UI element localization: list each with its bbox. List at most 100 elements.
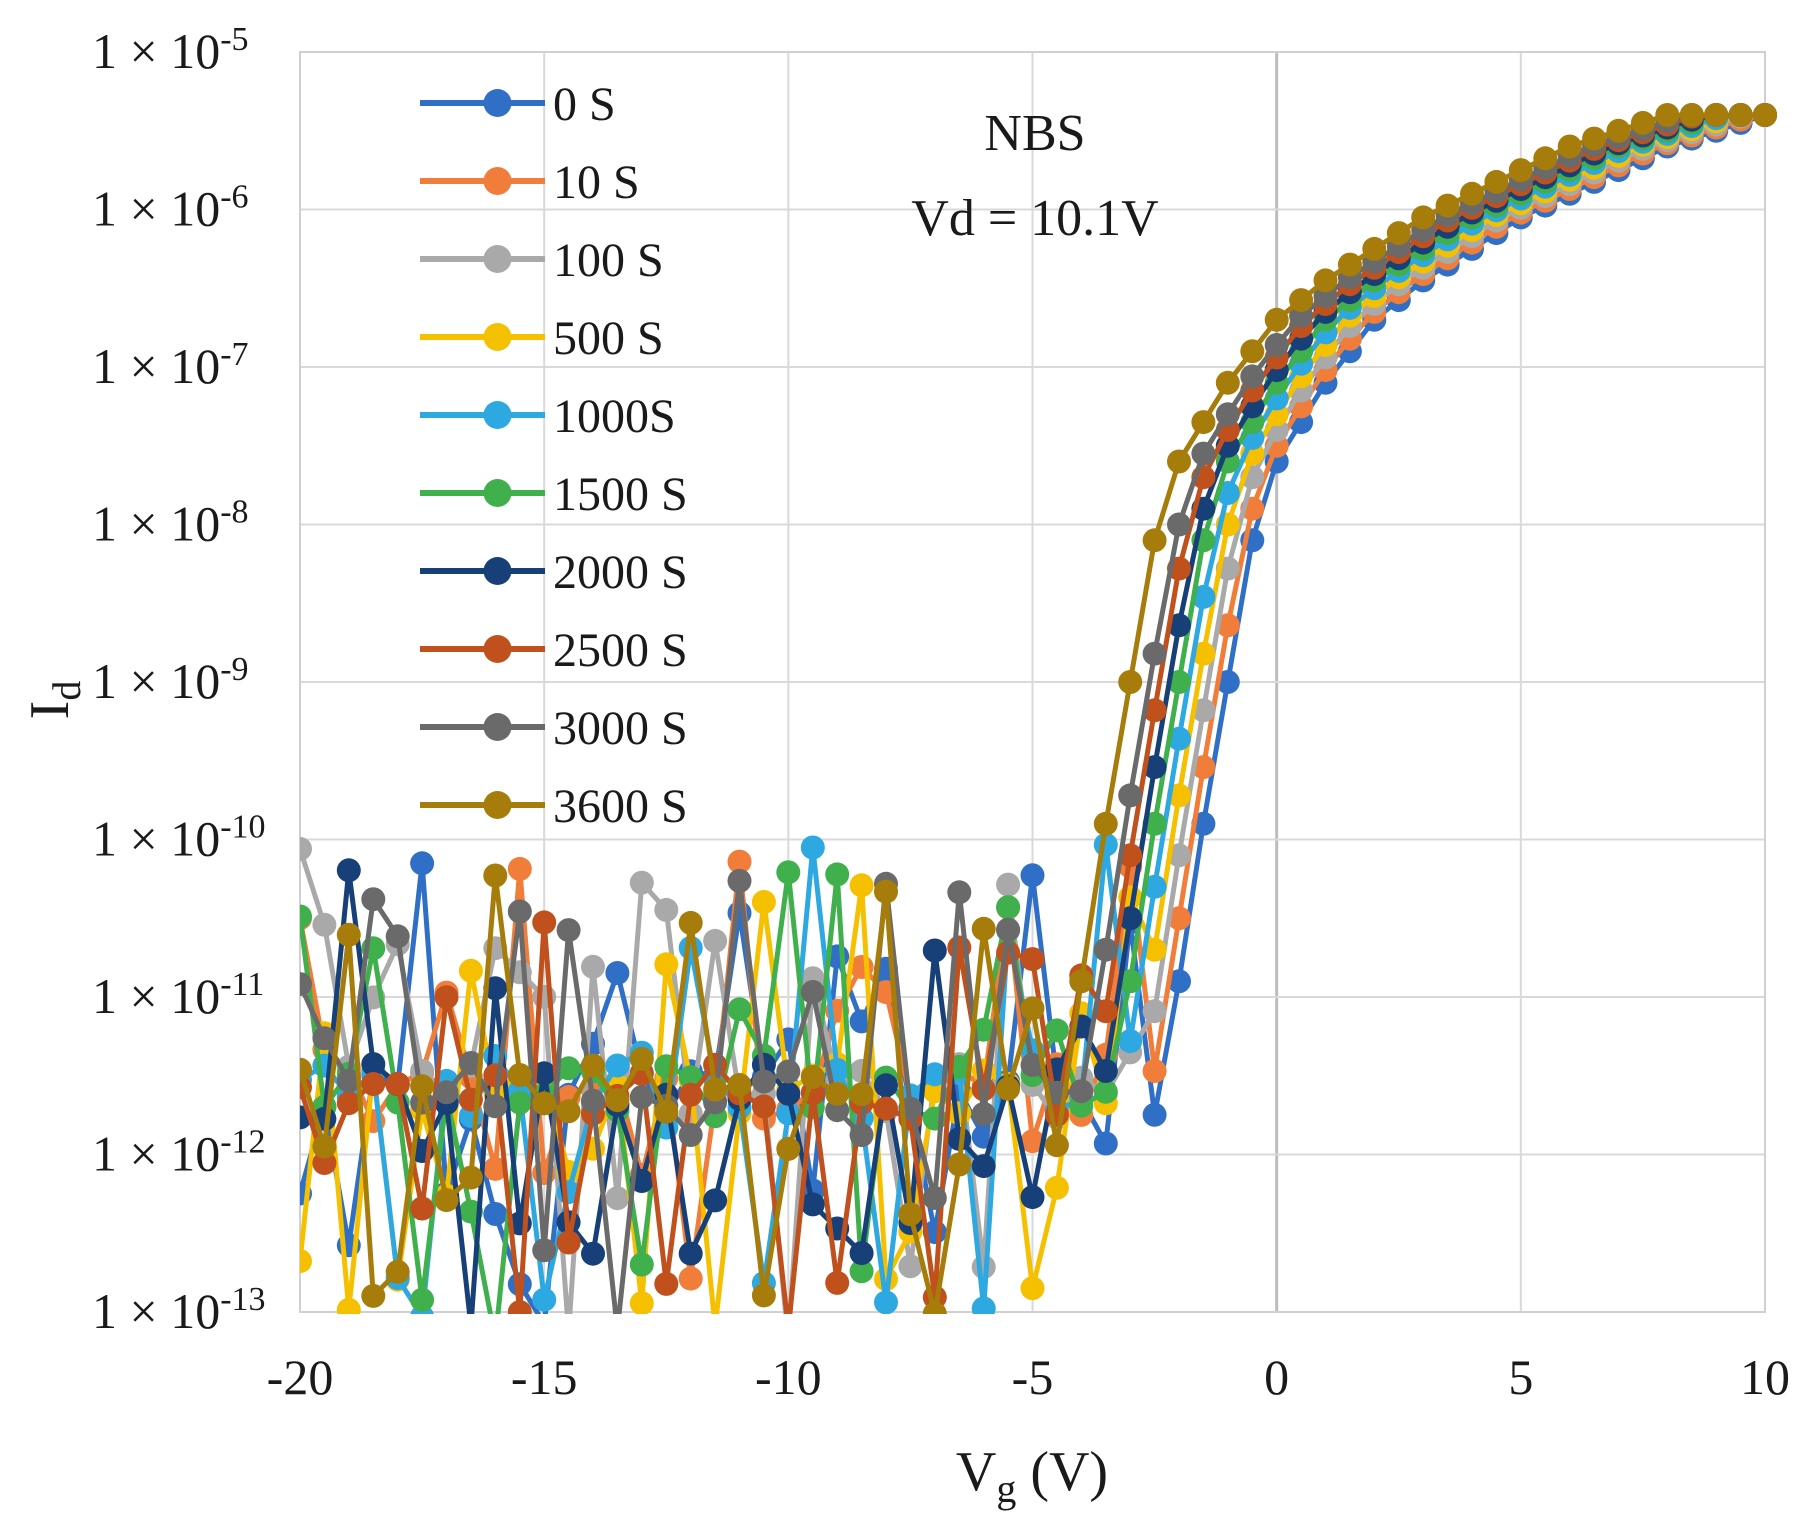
data-point — [849, 1123, 874, 1148]
data-point — [1191, 410, 1216, 435]
data-point — [532, 1287, 557, 1312]
data-point — [874, 1290, 898, 1314]
data-point — [581, 954, 605, 979]
data-point — [312, 1026, 337, 1051]
data-point — [947, 880, 972, 905]
data-point — [410, 1196, 435, 1221]
data-point — [1093, 811, 1118, 836]
x-tick-label: 10 — [1740, 1349, 1790, 1405]
data-point — [849, 1241, 874, 1266]
data-point — [654, 1099, 679, 1124]
data-point — [507, 1090, 532, 1115]
legend-item: 100 S — [420, 234, 664, 287]
data-point — [1142, 999, 1167, 1024]
plot-frame — [299, 51, 1766, 1313]
data-point — [629, 870, 654, 895]
data-point — [1093, 999, 1118, 1024]
data-point — [678, 1065, 703, 1090]
data-point — [336, 858, 361, 883]
data-point — [654, 952, 679, 977]
data-point — [678, 1123, 703, 1147]
data-point — [727, 849, 752, 874]
x-tick-label: 0 — [1264, 1349, 1289, 1405]
data-point — [361, 1283, 386, 1308]
legend-label: 3000 S — [553, 702, 688, 755]
x-tick-label: -10 — [755, 1349, 822, 1405]
data-point — [776, 860, 801, 885]
y-axis-label: Id — [19, 681, 89, 720]
data-point — [1142, 528, 1167, 553]
data-point — [1337, 252, 1362, 277]
data-point — [947, 1126, 972, 1151]
y-tick-labels: 1 × 10-5 1 × 10-6 1 × 10-7 1 × 10-8 1 × 10-9… — [92, 21, 266, 1340]
legend-label: 2500 S — [553, 624, 688, 677]
legend-label: 1000S — [553, 390, 676, 443]
data-point — [385, 924, 410, 949]
data-point — [581, 1088, 605, 1113]
data-point — [922, 1301, 947, 1314]
legend-item: 2500 S — [420, 624, 688, 677]
data-point — [1093, 1079, 1118, 1104]
data-point — [1191, 755, 1216, 780]
data-point — [1020, 947, 1045, 972]
x-tick-label: -20 — [267, 1349, 334, 1405]
data-point — [483, 863, 508, 888]
data-point — [1704, 103, 1729, 127]
data-point — [581, 1241, 605, 1266]
legend: 0 S 10 S 100 S 500 S 1000S 1500 S 2000 S 2500 S… — [420, 78, 688, 833]
data-point — [1655, 103, 1680, 127]
legend-swatch-marker — [483, 791, 512, 819]
data-point — [1142, 1059, 1167, 1083]
legend-swatch-marker — [483, 323, 512, 351]
data-point — [458, 958, 483, 983]
annotation-nbs: NBS — [984, 105, 1085, 162]
data-point — [300, 1249, 312, 1274]
legend-label: 0 S — [553, 78, 616, 131]
data-point — [971, 1154, 996, 1179]
data-point — [1044, 1175, 1069, 1200]
data-point — [1044, 1018, 1069, 1043]
data-point — [312, 912, 337, 937]
x-tick-label: -5 — [1012, 1349, 1054, 1405]
data-point — [483, 1094, 508, 1119]
data-point — [971, 1101, 996, 1126]
data-point — [800, 835, 825, 860]
data-point — [947, 1152, 972, 1177]
data-point — [532, 1061, 557, 1086]
data-point — [874, 879, 898, 904]
legend-item: 3000 S — [420, 702, 688, 755]
data-point — [996, 895, 1021, 920]
data-point — [678, 910, 703, 935]
legend-item: 1000S — [420, 390, 676, 443]
data-point — [727, 868, 752, 893]
data-point — [971, 916, 996, 941]
data-point — [1044, 1133, 1069, 1158]
data-point — [703, 928, 728, 953]
data-point — [1191, 641, 1216, 666]
legend-swatch-marker — [483, 167, 512, 195]
data-point — [1386, 221, 1411, 246]
data-point — [1093, 937, 1118, 962]
data-point — [874, 1096, 898, 1121]
data-point — [312, 1134, 337, 1159]
data-point — [1215, 670, 1240, 694]
data-point — [1264, 307, 1289, 332]
data-point — [996, 917, 1021, 942]
data-point — [410, 851, 435, 876]
y-tick-label: 1 × 10-9 — [92, 651, 249, 710]
data-point — [1167, 670, 1191, 694]
y-tick-label: 1 × 10-13 — [92, 1281, 266, 1340]
data-point — [410, 1287, 435, 1312]
data-point — [996, 872, 1021, 897]
legend-item: 3600 S — [420, 780, 688, 833]
data-point — [1728, 103, 1753, 127]
data-point — [1142, 641, 1167, 666]
series-10 — [300, 103, 1777, 1314]
data-point — [385, 1071, 410, 1096]
data-point — [300, 1057, 312, 1082]
data-point — [1020, 1185, 1045, 1210]
data-point — [1313, 268, 1338, 293]
data-point — [1289, 288, 1314, 313]
data-point — [1118, 969, 1143, 994]
